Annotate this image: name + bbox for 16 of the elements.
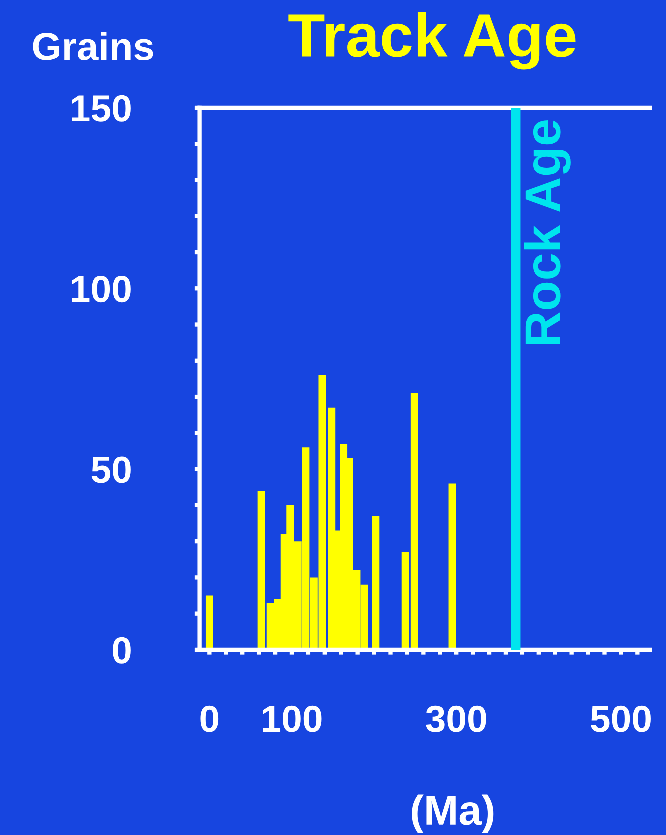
- y-tick-label: 50: [92, 456, 131, 484]
- chart-title: Track Age: [288, 12, 576, 70]
- bar: [372, 516, 380, 650]
- bar: [448, 484, 456, 650]
- bar: [206, 596, 214, 650]
- y-tick-label: 150: [72, 95, 131, 122]
- ref-line-label: Rock Age: [524, 120, 571, 344]
- x-tick-label: 100: [263, 706, 322, 732]
- y-tick-label: 100: [72, 276, 131, 303]
- bar: [258, 490, 266, 650]
- y-axis-title: Grains: [33, 32, 154, 61]
- x-tick-label: 300: [426, 706, 486, 732]
- x-tick-label: 0: [200, 706, 219, 732]
- x-axis-title: (Ma): [412, 794, 494, 834]
- y-tick-label: 0: [113, 637, 131, 664]
- x-tick-label: 500: [591, 706, 651, 732]
